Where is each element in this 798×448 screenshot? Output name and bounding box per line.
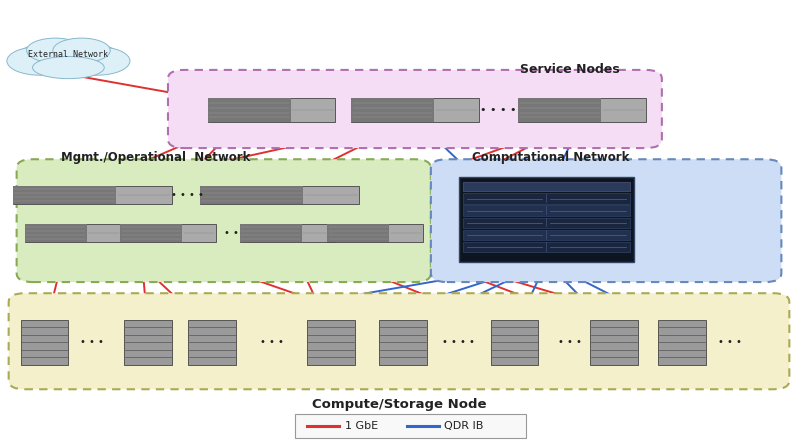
Text: Service Nodes: Service Nodes	[520, 64, 620, 77]
Bar	[307, 320, 355, 365]
Text: • • • •: • • • •	[480, 105, 517, 115]
Bar	[519, 98, 602, 122]
Bar	[491, 320, 539, 365]
Bar	[379, 320, 427, 365]
Bar	[13, 185, 172, 204]
Bar	[120, 224, 182, 242]
Bar	[591, 320, 638, 365]
Ellipse shape	[53, 38, 110, 63]
Bar	[25, 224, 120, 242]
FancyBboxPatch shape	[431, 159, 781, 282]
Bar	[120, 224, 215, 242]
Text: QDR IB: QDR IB	[444, 421, 484, 431]
Text: External Network: External Network	[29, 50, 109, 59]
Bar	[463, 218, 630, 228]
Bar	[519, 98, 646, 122]
Bar	[239, 224, 302, 242]
Bar	[463, 182, 630, 191]
Ellipse shape	[33, 56, 105, 79]
Bar	[463, 230, 630, 240]
Bar	[200, 185, 359, 204]
Text: • • • •: • • • •	[442, 337, 475, 347]
Bar	[459, 177, 634, 262]
Text: • • •: • • •	[81, 337, 105, 347]
FancyBboxPatch shape	[9, 293, 789, 389]
Bar	[351, 98, 434, 122]
Text: 1 GbE: 1 GbE	[345, 421, 378, 431]
Bar	[463, 242, 630, 252]
Text: • • • •: • • • •	[172, 190, 204, 200]
Bar	[124, 320, 172, 365]
Bar	[463, 193, 630, 203]
Bar	[207, 98, 335, 122]
Text: • • •: • • •	[259, 337, 283, 347]
Bar	[188, 320, 235, 365]
FancyBboxPatch shape	[168, 70, 662, 148]
Bar	[658, 320, 705, 365]
Bar	[351, 98, 479, 122]
Text: • •: • •	[224, 228, 239, 238]
Bar	[239, 224, 335, 242]
Text: • • •: • • •	[717, 337, 741, 347]
Ellipse shape	[26, 38, 84, 63]
Bar	[463, 205, 630, 215]
Ellipse shape	[7, 47, 73, 75]
Bar	[21, 320, 69, 365]
Text: Mgmt./Operational  Network: Mgmt./Operational Network	[61, 151, 251, 164]
Text: Compute/Storage Node: Compute/Storage Node	[312, 398, 486, 411]
Bar	[200, 185, 303, 204]
Bar	[13, 185, 117, 204]
Ellipse shape	[14, 41, 122, 78]
Text: • • •: • • •	[559, 337, 583, 347]
Bar	[25, 224, 87, 242]
FancyBboxPatch shape	[17, 159, 431, 282]
Bar	[295, 414, 527, 439]
Ellipse shape	[64, 47, 130, 75]
Text: Computational Network: Computational Network	[472, 151, 629, 164]
Bar	[207, 98, 290, 122]
Bar	[327, 224, 389, 242]
Bar	[327, 224, 423, 242]
